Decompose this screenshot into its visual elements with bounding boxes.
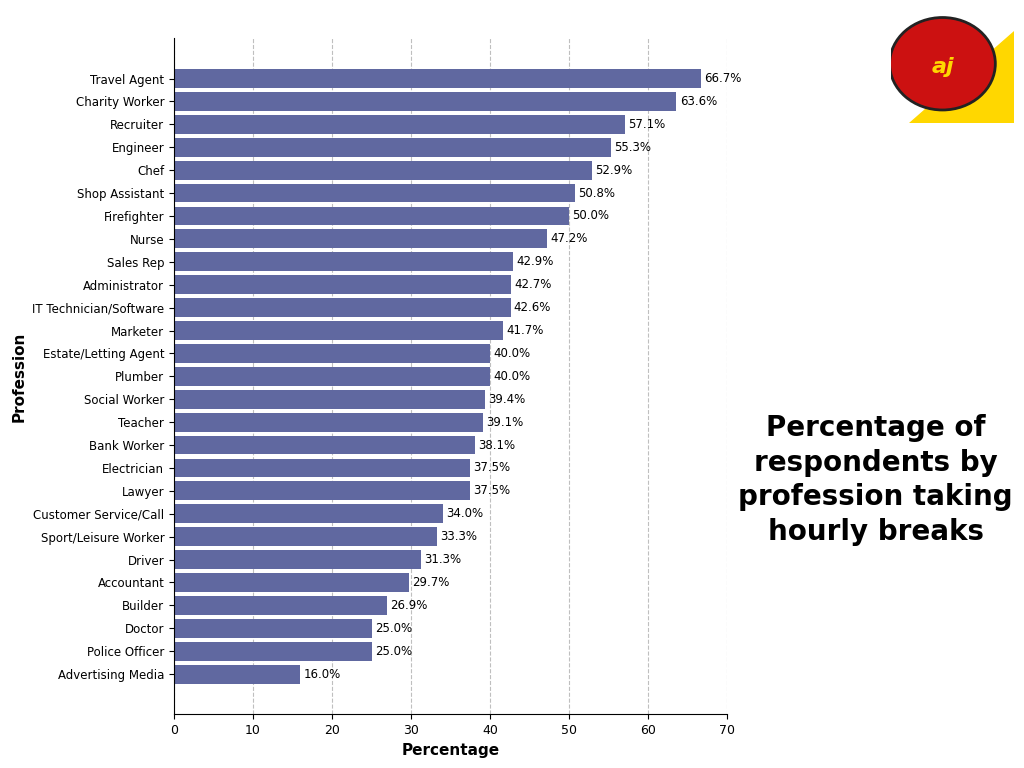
Text: 52.9%: 52.9%	[595, 164, 633, 177]
Text: 50.8%: 50.8%	[579, 187, 615, 200]
X-axis label: Percentage: Percentage	[401, 743, 500, 757]
Text: 37.5%: 37.5%	[473, 462, 511, 475]
Bar	[174, 69, 701, 88]
Text: 42.9%: 42.9%	[516, 255, 554, 268]
Text: 29.7%: 29.7%	[412, 576, 450, 589]
Text: 40.0%: 40.0%	[494, 370, 530, 382]
Bar	[174, 435, 475, 455]
Text: 40.0%: 40.0%	[494, 347, 530, 360]
Bar	[174, 161, 592, 180]
Text: 41.7%: 41.7%	[507, 324, 544, 337]
Bar	[174, 390, 485, 409]
Text: 26.9%: 26.9%	[390, 599, 427, 612]
Bar	[174, 184, 575, 203]
Text: 34.0%: 34.0%	[445, 508, 483, 520]
Text: aj: aj	[931, 57, 953, 77]
Bar	[174, 321, 504, 340]
Bar	[174, 573, 409, 592]
Bar	[174, 482, 470, 500]
Bar	[174, 115, 625, 134]
Text: 42.7%: 42.7%	[514, 278, 552, 291]
Text: 38.1%: 38.1%	[478, 439, 515, 452]
Bar	[174, 344, 490, 362]
Bar	[174, 275, 511, 294]
Text: 47.2%: 47.2%	[550, 233, 588, 245]
Text: 50.0%: 50.0%	[572, 210, 609, 223]
Text: 63.6%: 63.6%	[680, 95, 717, 108]
Text: 39.1%: 39.1%	[486, 415, 523, 429]
Bar	[174, 619, 372, 637]
Text: 39.4%: 39.4%	[488, 392, 525, 406]
Bar	[174, 253, 513, 271]
Bar	[174, 92, 677, 111]
Bar	[174, 528, 437, 546]
Bar	[174, 458, 470, 478]
Text: 57.1%: 57.1%	[629, 118, 666, 131]
Text: 55.3%: 55.3%	[614, 141, 651, 154]
Text: 25.0%: 25.0%	[375, 622, 412, 635]
Bar	[174, 642, 372, 660]
Bar	[174, 298, 511, 317]
Text: Percentage of
respondents by
profession taking
hourly breaks: Percentage of respondents by profession …	[738, 414, 1013, 546]
Bar	[174, 665, 300, 684]
Bar	[174, 367, 490, 386]
Text: 31.3%: 31.3%	[425, 553, 462, 566]
Text: 33.3%: 33.3%	[440, 530, 477, 543]
Bar	[174, 412, 483, 432]
Text: 37.5%: 37.5%	[473, 485, 511, 498]
Bar	[174, 550, 421, 569]
Bar	[174, 137, 611, 157]
Polygon shape	[909, 31, 1014, 123]
Text: 16.0%: 16.0%	[304, 667, 341, 680]
Y-axis label: Profession: Profession	[11, 331, 27, 422]
Bar	[174, 207, 569, 225]
Circle shape	[891, 18, 994, 109]
Bar	[174, 505, 442, 523]
Bar	[174, 230, 547, 248]
Bar	[174, 596, 387, 615]
Text: 42.6%: 42.6%	[514, 301, 551, 314]
Text: 66.7%: 66.7%	[705, 72, 741, 85]
Text: 25.0%: 25.0%	[375, 644, 412, 657]
